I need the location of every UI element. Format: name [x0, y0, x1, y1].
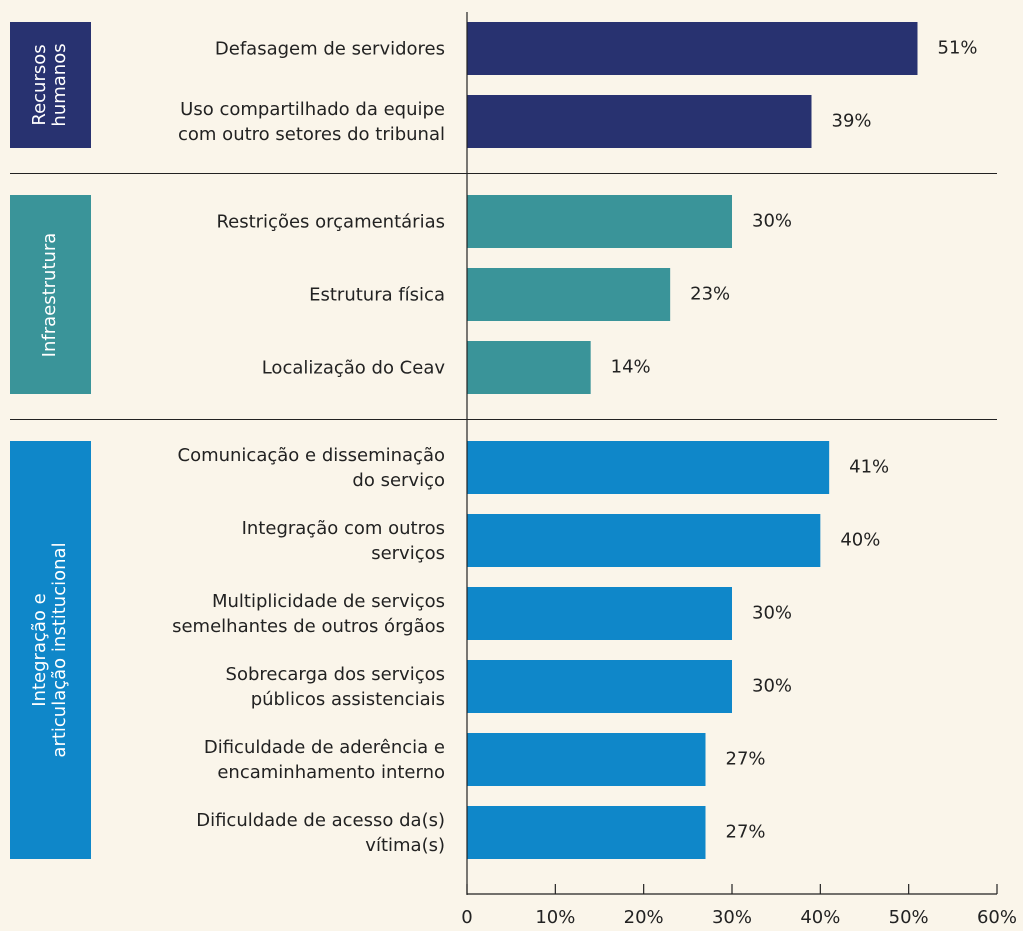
bar: [467, 587, 732, 640]
value-label: 14%: [611, 357, 651, 378]
bar: [467, 733, 706, 786]
category-label: Defasagem de servidores: [214, 38, 445, 59]
bar: [467, 268, 671, 321]
value-label: 27%: [726, 822, 766, 843]
value-label: 23%: [690, 284, 730, 305]
group-label: Infraestrutura: [39, 232, 60, 357]
bar: [467, 514, 821, 567]
value-label: 39%: [832, 111, 872, 132]
x-tick-label: 40%: [800, 907, 840, 928]
x-tick-label: 30%: [712, 907, 752, 928]
bar: [467, 660, 732, 713]
group-box: [10, 195, 91, 394]
value-label: 30%: [752, 676, 792, 697]
bar: [467, 441, 830, 494]
group-box: [10, 441, 91, 859]
category-label: Comunicação e disseminação do serviço: [177, 444, 446, 491]
category-label: Estrutura física: [309, 284, 445, 305]
value-label: 41%: [849, 457, 889, 478]
category-label: Localização do Ceav: [261, 357, 445, 378]
x-tick-label: 60%: [977, 907, 1017, 928]
category-label: Restrições orçamentárias: [216, 211, 445, 232]
bar: [467, 95, 812, 148]
value-label: 27%: [726, 749, 766, 770]
category-label: Dificuldade de acesso da(s) vítima(s): [196, 809, 445, 856]
bar: [467, 22, 918, 75]
category-label: Multiplicidade de serviços semelhantes d…: [172, 590, 445, 637]
value-label: 40%: [840, 530, 880, 551]
bar: [467, 341, 591, 394]
x-tick-label: 50%: [889, 907, 929, 928]
bar: [467, 195, 732, 248]
category-label: Dificuldade de aderência e encaminhament…: [203, 736, 445, 783]
value-label: 30%: [752, 211, 792, 232]
value-label: 30%: [752, 603, 792, 624]
category-label: Sobrecarga dos serviços públicos assiste…: [225, 663, 445, 710]
value-label: 51%: [938, 38, 978, 59]
category-label: Uso compartilhado da equipe com outro se…: [178, 98, 445, 145]
category-label: Integração com outros serviços: [241, 517, 445, 564]
group-box: [10, 22, 91, 148]
group-label: Integração e articulação institucional: [29, 542, 70, 758]
x-tick-label: 20%: [624, 907, 664, 928]
bar: [467, 806, 706, 859]
x-tick-label: 10%: [535, 907, 575, 928]
x-tick-label: 0: [461, 907, 472, 928]
